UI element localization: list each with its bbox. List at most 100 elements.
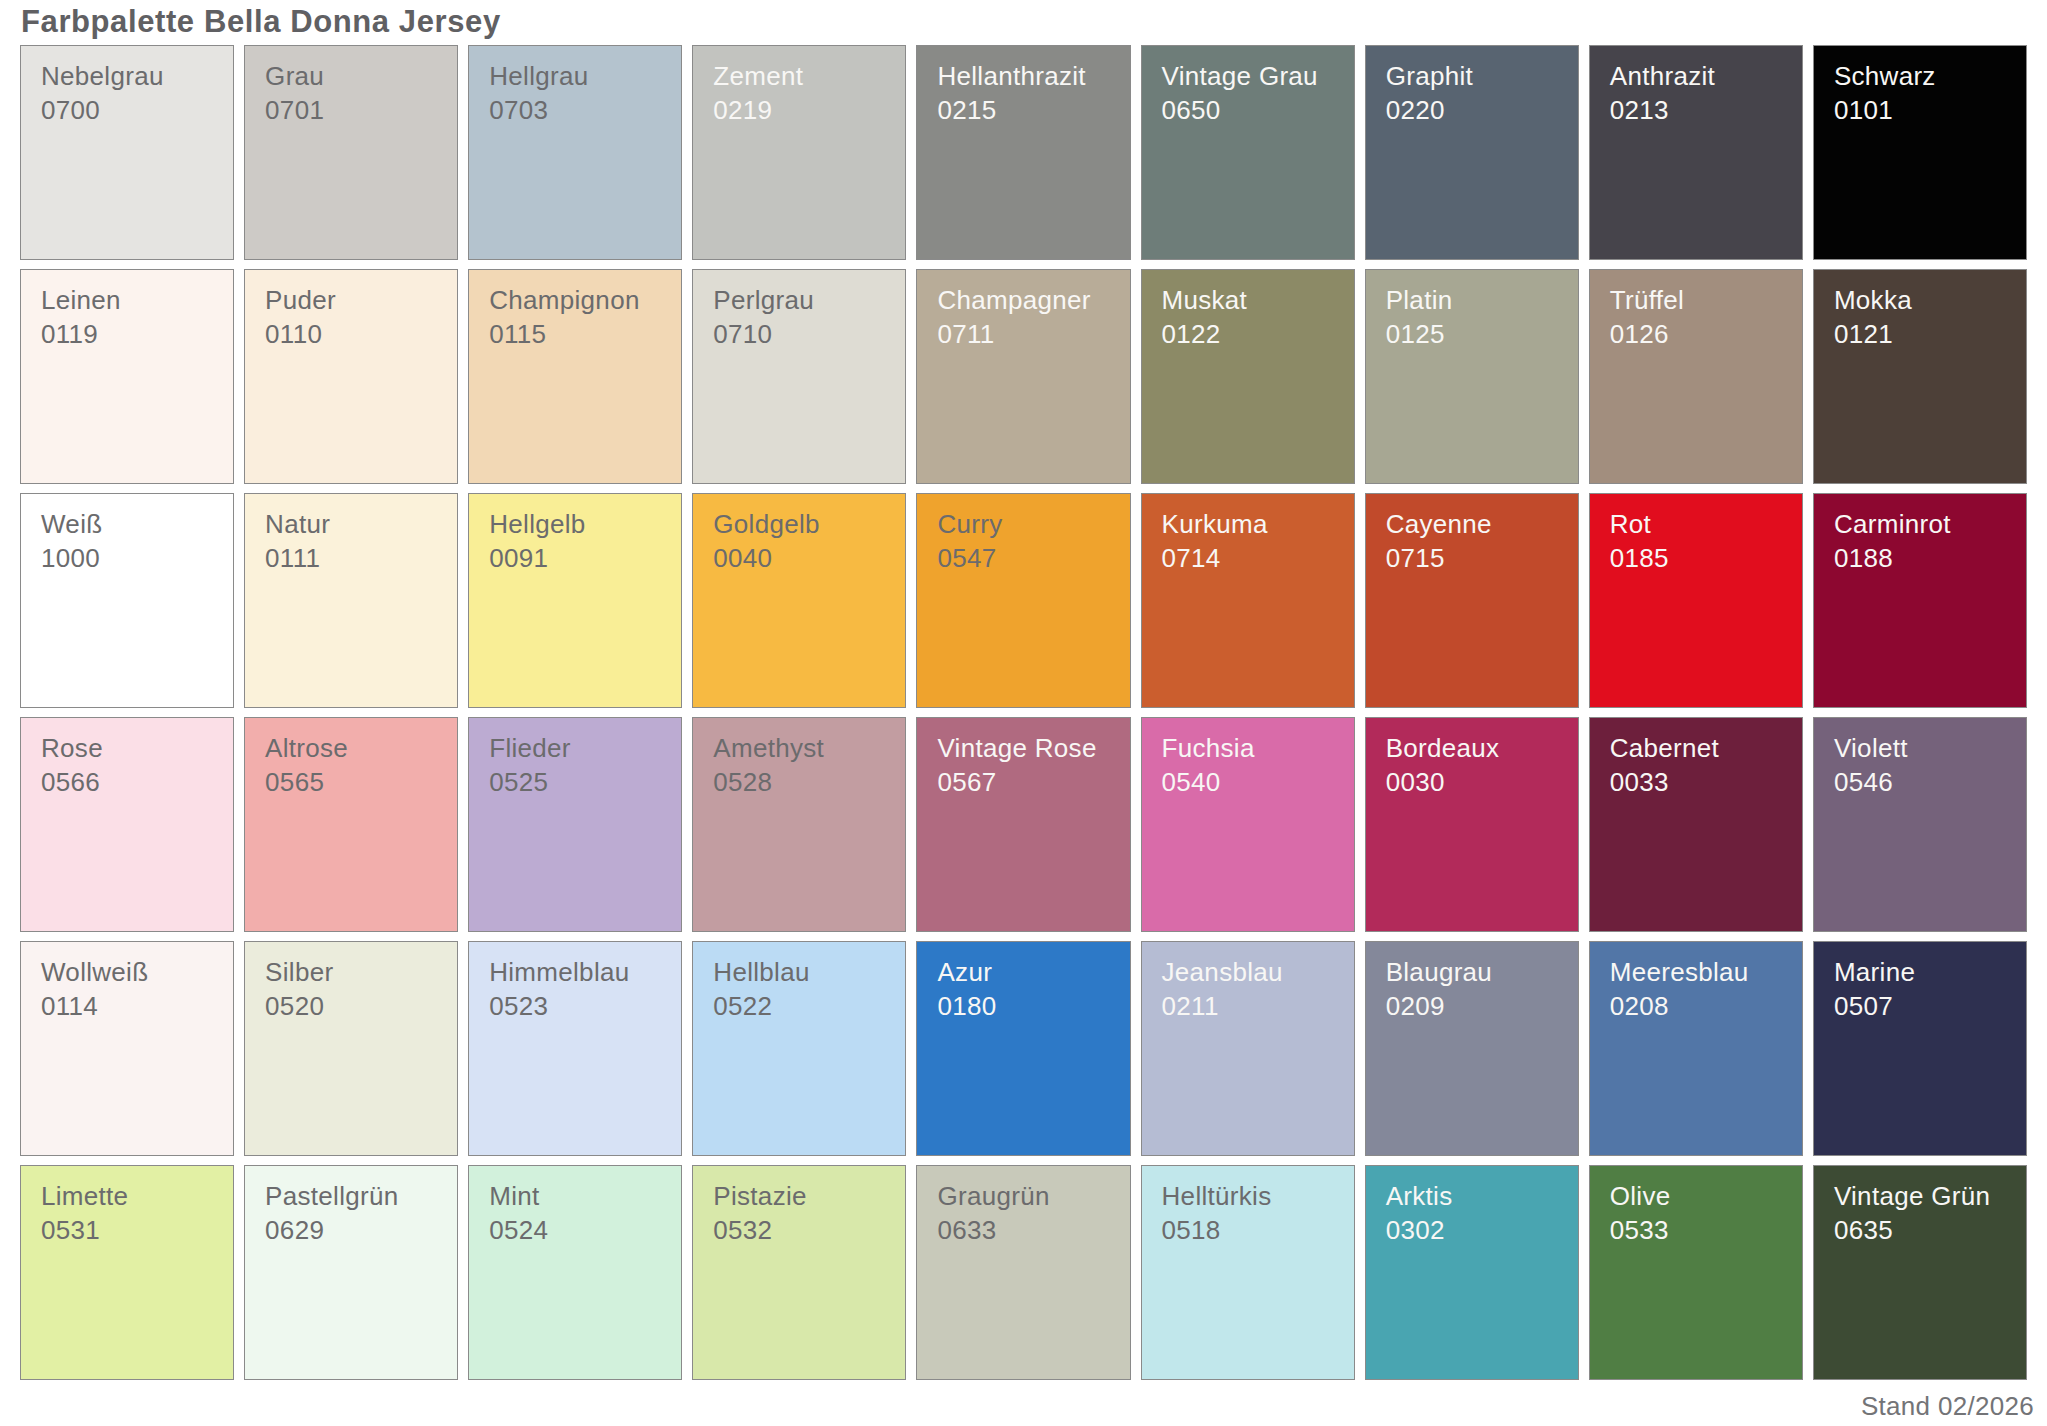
color-swatch-0633[interactable]: Graugrün 0633 [916,1165,1130,1380]
color-swatch-0111[interactable]: Natur 0111 [244,493,458,708]
swatch-color-code: 0111 [265,542,447,576]
swatch-color-name: Carminrot [1834,508,2016,542]
swatch-color-name: Cabernet [1610,732,1792,766]
swatch-color-name: Grau [265,60,447,94]
swatch-color-code: 0507 [1834,990,2016,1024]
color-swatch-0523[interactable]: Himmelblau 0523 [468,941,682,1156]
color-swatch-0110[interactable]: Puder 0110 [244,269,458,484]
color-swatch-0211[interactable]: Jeansblau 0211 [1141,941,1355,1156]
color-swatch-0030[interactable]: Bordeaux 0030 [1365,717,1579,932]
swatch-color-name: Pastellgrün [265,1180,447,1214]
swatch-color-name: Vintage Grau [1162,60,1344,94]
color-swatch-0635[interactable]: Vintage Grün 0635 [1813,1165,2027,1380]
color-swatch-0114[interactable]: Wollweiß 0114 [20,941,234,1156]
swatch-color-code: 0114 [41,990,223,1024]
color-swatch-0033[interactable]: Cabernet 0033 [1589,717,1803,932]
color-swatch-0522[interactable]: Hellblau 0522 [692,941,906,1156]
swatch-color-name: Mint [489,1180,671,1214]
swatch-color-name: Schwarz [1834,60,2016,94]
swatch-color-code: 0110 [265,318,447,352]
color-swatch-0711[interactable]: Champagner 0711 [916,269,1130,484]
color-swatch-0629[interactable]: Pastellgrün 0629 [244,1165,458,1380]
swatch-color-name: Meeresblau [1610,956,1792,990]
swatch-color-name: Bordeaux [1386,732,1568,766]
color-swatch-0714[interactable]: Kurkuma 0714 [1141,493,1355,708]
color-swatch-0219[interactable]: Zement 0219 [692,45,906,260]
color-swatch-0209[interactable]: Blaugrau 0209 [1365,941,1579,1156]
swatch-color-name: Vintage Rose [937,732,1119,766]
swatch-color-code: 0188 [1834,542,2016,576]
color-swatch-0126[interactable]: Trüffel 0126 [1589,269,1803,484]
swatch-color-code: 0701 [265,94,447,128]
swatch-color-code: 0180 [937,990,1119,1024]
swatch-color-name: Goldgelb [713,508,895,542]
color-swatch-0565[interactable]: Altrose 0565 [244,717,458,932]
color-swatch-0185[interactable]: Rot 0185 [1589,493,1803,708]
swatch-color-name: Amethyst [713,732,895,766]
color-swatch-0715[interactable]: Cayenne 0715 [1365,493,1579,708]
color-swatch-0520[interactable]: Silber 0520 [244,941,458,1156]
swatch-color-name: Pistazie [713,1180,895,1214]
swatch-color-code: 0520 [265,990,447,1024]
color-swatch-0525[interactable]: Flieder 0525 [468,717,682,932]
swatch-color-code: 0033 [1610,766,1792,800]
swatch-color-name: Fuchsia [1162,732,1344,766]
color-swatch-0703[interactable]: Hellgrau 0703 [468,45,682,260]
swatch-color-code: 0567 [937,766,1119,800]
color-swatch-0701[interactable]: Grau 0701 [244,45,458,260]
swatch-color-name: Natur [265,508,447,542]
color-swatch-0528[interactable]: Amethyst 0528 [692,717,906,932]
swatch-color-name: Graugrün [937,1180,1119,1214]
swatch-color-code: 0650 [1162,94,1344,128]
color-swatch-0547[interactable]: Curry 0547 [916,493,1130,708]
swatch-color-name: Anthrazit [1610,60,1792,94]
swatch-color-code: 0714 [1162,542,1344,576]
color-swatch-0215[interactable]: Hellanthrazit 0215 [916,45,1130,260]
color-swatch-0700[interactable]: Nebelgrau 0700 [20,45,234,260]
swatch-color-name: Hellgelb [489,508,671,542]
swatch-color-name: Blaugrau [1386,956,1568,990]
swatch-color-code: 0566 [41,766,223,800]
color-swatch-0115[interactable]: Champignon 0115 [468,269,682,484]
swatch-color-code: 0522 [713,990,895,1024]
swatch-color-code: 0040 [713,542,895,576]
color-swatch-0125[interactable]: Platin 0125 [1365,269,1579,484]
color-swatch-0091[interactable]: Hellgelb 0091 [468,493,682,708]
color-swatch-0524[interactable]: Mint 0524 [468,1165,682,1380]
color-swatch-0101[interactable]: Schwarz 0101 [1813,45,2027,260]
color-swatch-0518[interactable]: Helltürkis 0518 [1141,1165,1355,1380]
color-swatch-0710[interactable]: Perlgrau 0710 [692,269,906,484]
color-swatch-0567[interactable]: Vintage Rose 0567 [916,717,1130,932]
swatch-color-name: Perlgrau [713,284,895,318]
swatch-color-code: 0635 [1834,1214,2016,1248]
color-swatch-0180[interactable]: Azur 0180 [916,941,1130,1156]
swatch-color-code: 1000 [41,542,223,576]
color-swatch-0188[interactable]: Carminrot 0188 [1813,493,2027,708]
swatch-color-name: Himmelblau [489,956,671,990]
color-swatch-0220[interactable]: Graphit 0220 [1365,45,1579,260]
swatch-color-name: Rose [41,732,223,766]
color-swatch-0566[interactable]: Rose 0566 [20,717,234,932]
color-swatch-0532[interactable]: Pistazie 0532 [692,1165,906,1380]
color-swatch-0531[interactable]: Limette 0531 [20,1165,234,1380]
swatch-color-code: 0525 [489,766,671,800]
color-swatch-0213[interactable]: Anthrazit 0213 [1589,45,1803,260]
color-swatch-0302[interactable]: Arktis 0302 [1365,1165,1579,1380]
swatch-color-name: Cayenne [1386,508,1568,542]
color-swatch-0122[interactable]: Muskat 0122 [1141,269,1355,484]
color-swatch-0650[interactable]: Vintage Grau 0650 [1141,45,1355,260]
swatch-color-name: Champagner [937,284,1119,318]
color-swatch-1000[interactable]: Weiß 1000 [20,493,234,708]
color-swatch-0546[interactable]: Violett 0546 [1813,717,2027,932]
color-swatch-0119[interactable]: Leinen 0119 [20,269,234,484]
color-swatch-0533[interactable]: Olive 0533 [1589,1165,1803,1380]
color-swatch-0507[interactable]: Marine 0507 [1813,941,2027,1156]
swatch-color-name: Violett [1834,732,2016,766]
color-swatch-0208[interactable]: Meeresblau 0208 [1589,941,1803,1156]
color-swatch-0040[interactable]: Goldgelb 0040 [692,493,906,708]
swatch-color-name: Muskat [1162,284,1344,318]
color-swatch-0121[interactable]: Mokka 0121 [1813,269,2027,484]
swatch-color-code: 0126 [1610,318,1792,352]
color-swatch-0540[interactable]: Fuchsia 0540 [1141,717,1355,932]
swatch-color-name: Hellgrau [489,60,671,94]
